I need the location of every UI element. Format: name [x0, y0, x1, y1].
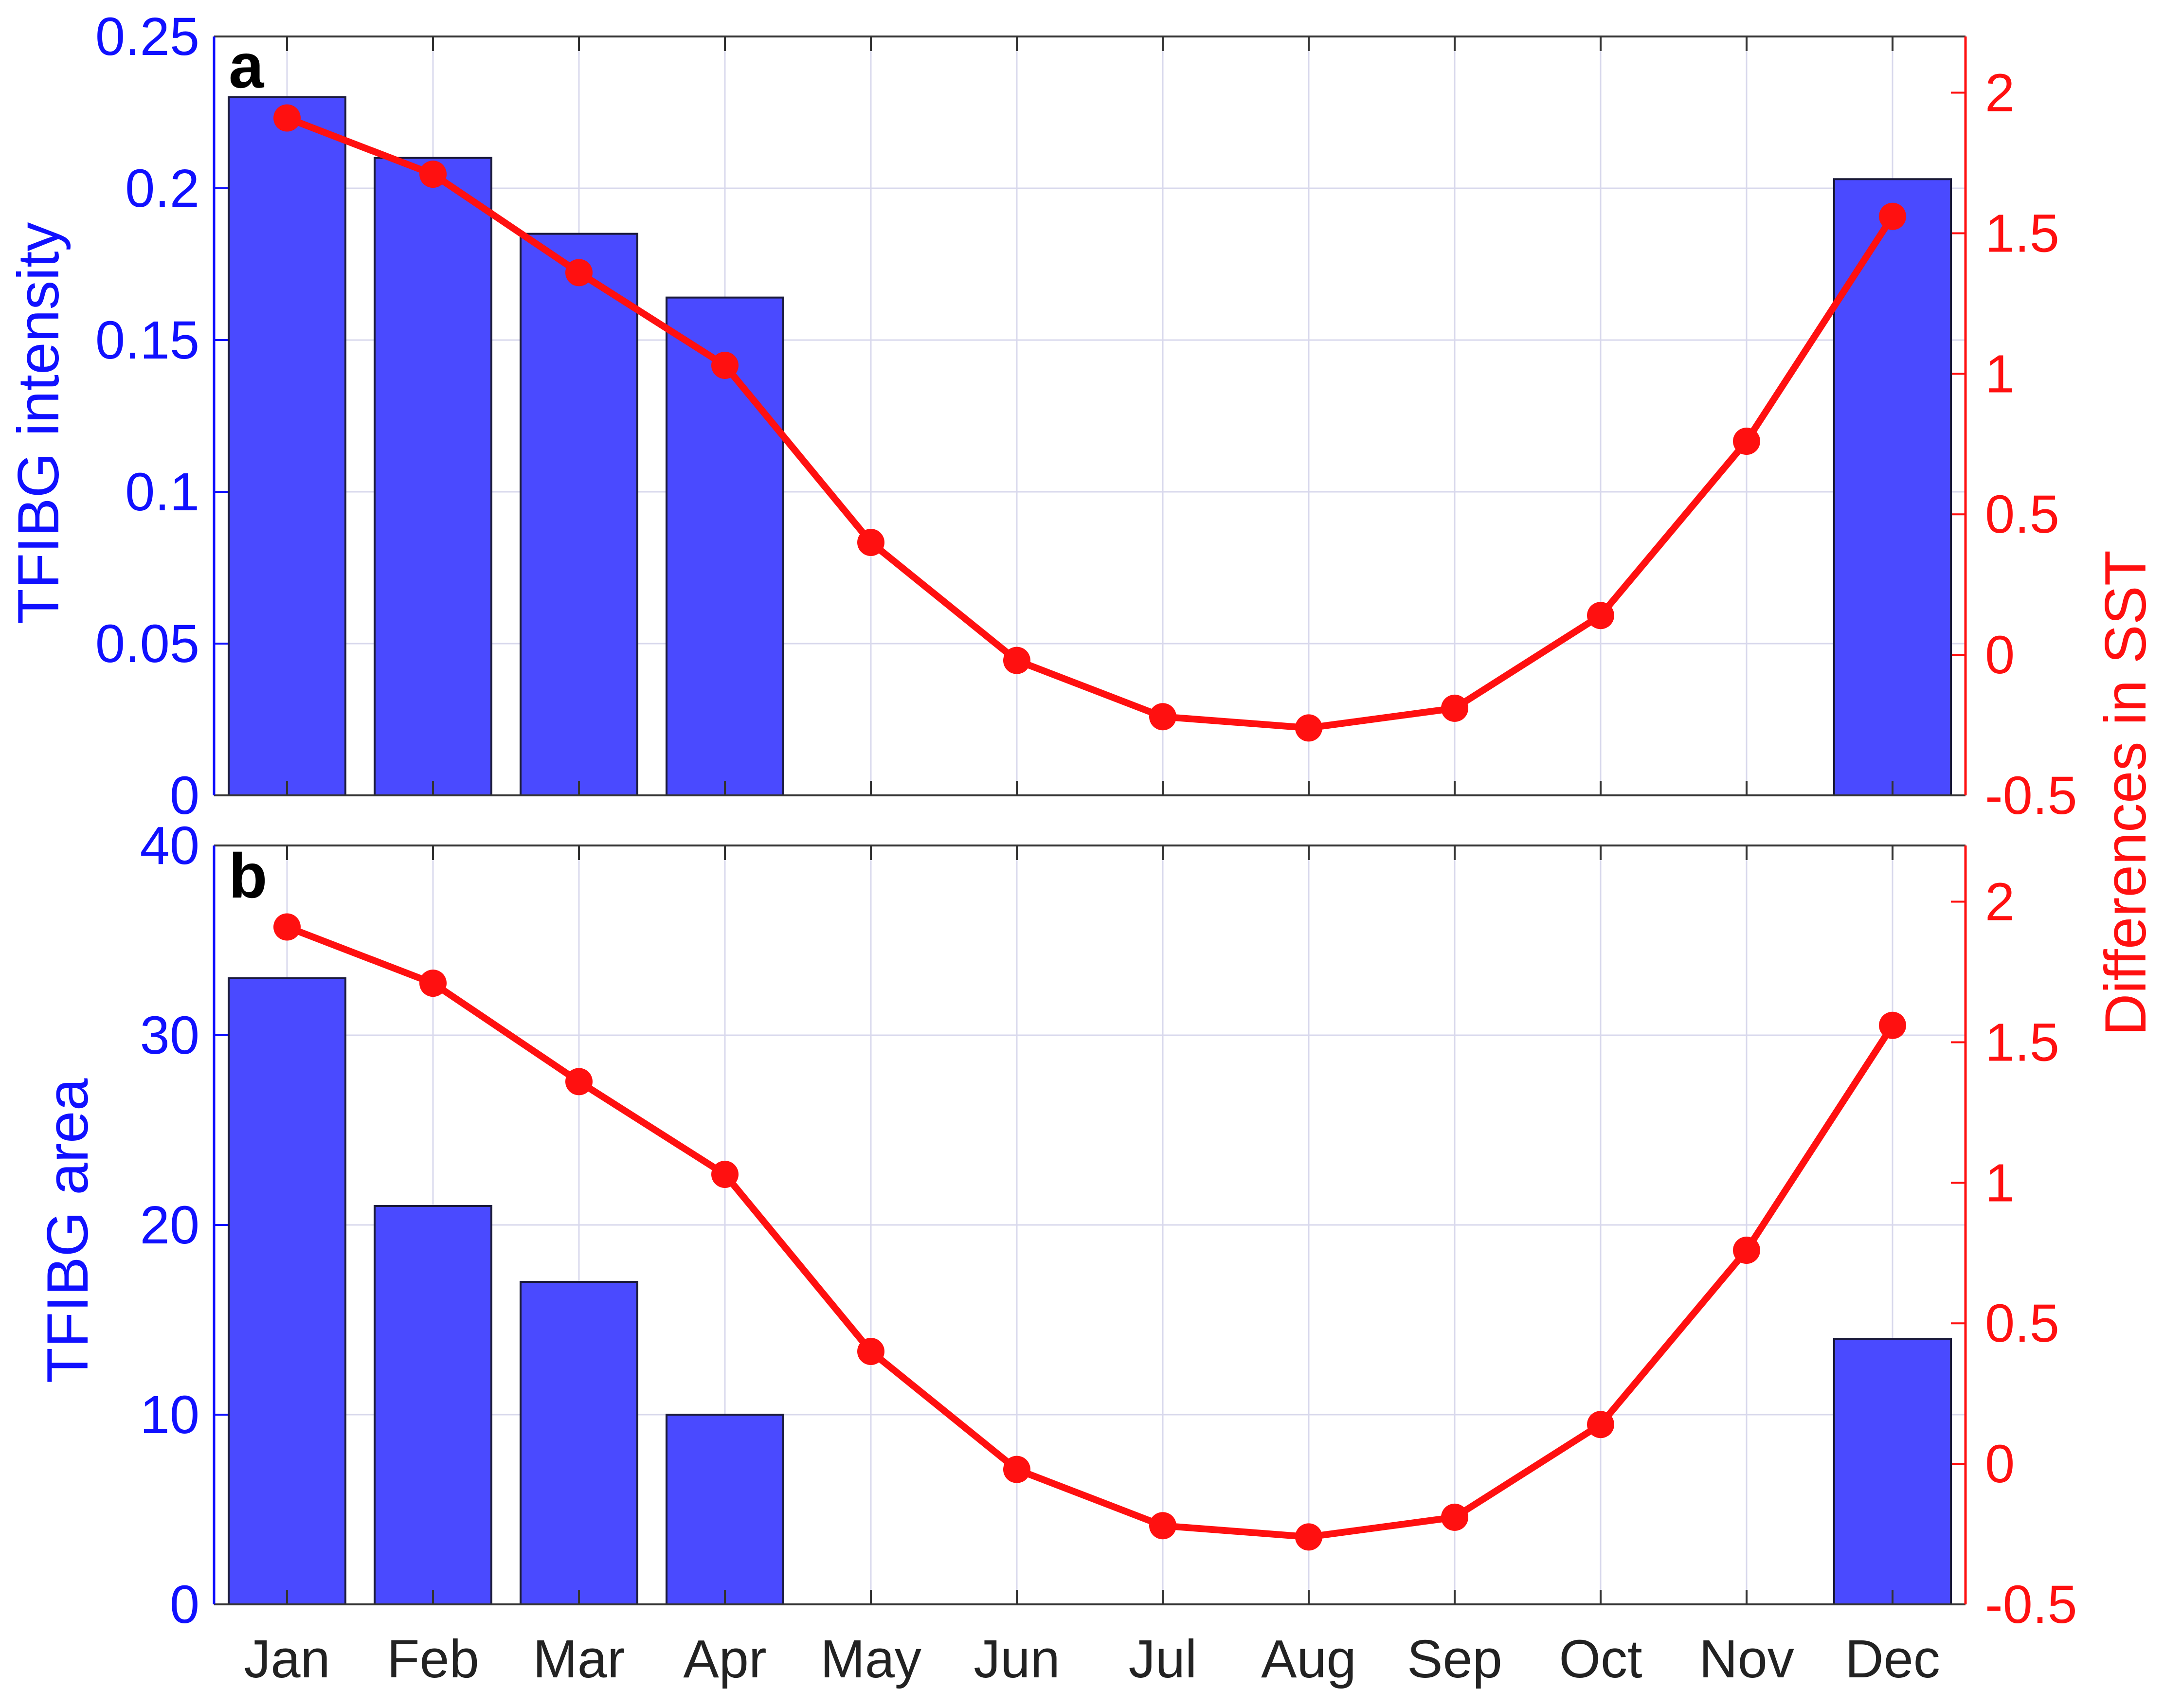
- panel-b-sst-point-jun: [1003, 1456, 1030, 1483]
- panel-a-ylabel: TFIBG intensity: [6, 222, 71, 625]
- panel-a-right-tick-label: 2: [1985, 63, 2015, 123]
- panel-b-right-tick-label: 1.5: [1985, 1012, 2059, 1072]
- panel-b-right-tick-label: 0.5: [1985, 1294, 2059, 1353]
- panel-b-left-tick-label: 30: [140, 1006, 199, 1065]
- panel-b-sst-point-may: [857, 1338, 884, 1365]
- panel-b-right-tick-label: 2: [1985, 872, 2015, 932]
- panel-a: 0 0.05 0.1 0.15 0.2 0.25 -0.5 0 0.5 1 1.5 2: [95, 7, 2077, 826]
- panel-b-bar-dec: [1833, 1338, 1952, 1605]
- panel-a-sst-point-nov: [1733, 428, 1760, 455]
- x-tick-label-jul: Jul: [1129, 1629, 1197, 1689]
- panel-a-left-tick-label: 0.1: [125, 462, 199, 522]
- panel-a-sst-point-jan: [273, 104, 301, 132]
- panel-b: 0 10 20 30 40 -0.5 0 0.5 1 1.5 2 Jan Feb Mar Apr May Jun…: [140, 816, 2077, 1689]
- panel-a-bar-jan: [228, 96, 346, 796]
- panel-a-sst-point-jul: [1149, 703, 1176, 731]
- panel-b-right-tick-label: 0: [1985, 1434, 2015, 1494]
- panel-a-bar-apr: [666, 296, 784, 796]
- panel-a-bar-mar: [520, 233, 638, 797]
- panel-b-sst-point-jan: [273, 913, 301, 941]
- panel-b-sst-point-aug: [1295, 1523, 1322, 1551]
- panel-a-sst-point-dec: [1879, 202, 1906, 230]
- panel-b-letter: b: [229, 840, 267, 911]
- panel-b-left-tick-label: 0: [170, 1575, 199, 1635]
- x-tick-label-may: May: [820, 1629, 921, 1689]
- x-tick-label-mar: Mar: [533, 1629, 625, 1689]
- panel-b-bar-apr: [666, 1414, 784, 1605]
- panel-b-left-tick-label: 40: [140, 816, 199, 876]
- panel-a-right-tick-label: -0.5: [1985, 766, 2077, 826]
- panel-a-letter: a: [229, 30, 265, 101]
- panel-b-sst-point-mar: [565, 1068, 593, 1096]
- panel-b-bar-mar: [520, 1281, 638, 1605]
- panel-a-sst-point-jun: [1003, 647, 1030, 674]
- x-tick-label-sep: Sep: [1407, 1629, 1502, 1689]
- panel-a-right-tick-label: 0.5: [1985, 485, 2059, 544]
- x-tick-label-aug: Aug: [1261, 1629, 1356, 1689]
- panel-a-sst-point-sep: [1441, 694, 1468, 722]
- panel-a-sst-point-aug: [1295, 714, 1322, 742]
- panel-a-sst-point-apr: [711, 352, 739, 379]
- panel-a-left-tick-label: 0: [170, 766, 199, 826]
- panel-a-left-tick-label: 0.2: [125, 159, 199, 218]
- x-tick-label-feb: Feb: [387, 1629, 479, 1689]
- panel-b-sst-line: [286, 924, 1895, 1541]
- x-tick-label-jan: Jan: [244, 1629, 330, 1689]
- panel-b-sst-point-sep: [1441, 1503, 1468, 1531]
- panel-b-ylabel: TFIBG area: [35, 1078, 100, 1383]
- panel-b-bar-jan: [228, 977, 346, 1605]
- x-tick-label-apr: Apr: [683, 1629, 766, 1689]
- panel-a-left-tick-label: 0.15: [95, 310, 199, 370]
- panel-a-right-tick-label: 0: [1985, 625, 2015, 685]
- panel-a-sst-line: [286, 115, 1895, 732]
- panel-a-right-tick-label: 1: [1985, 344, 2015, 404]
- panel-b-sst-point-feb: [419, 970, 447, 997]
- x-tick-label-oct: Oct: [1559, 1629, 1642, 1689]
- panel-b-sst-point-dec: [1879, 1011, 1906, 1039]
- x-tick-label-nov: Nov: [1699, 1629, 1794, 1689]
- panel-b-right-tick-label: 1: [1985, 1153, 2015, 1213]
- panel-a-bar-dec: [1833, 178, 1952, 796]
- panel-a-left-tick-label: 0.05: [95, 614, 199, 674]
- panel-b-bar-feb: [374, 1205, 492, 1605]
- panel-b-right-tick-label: -0.5: [1985, 1575, 2077, 1635]
- panel-a-sst-point-feb: [419, 161, 447, 188]
- panel-b-sst-point-apr: [711, 1161, 739, 1188]
- panel-a-bar-feb: [374, 157, 492, 797]
- x-tick-label-jun: Jun: [974, 1629, 1060, 1689]
- panel-a-sst-point-may: [857, 529, 884, 556]
- panel-a-right-tick-label: 1.5: [1985, 203, 2059, 263]
- right-ylabel: Differences in SST: [2093, 550, 2158, 1036]
- panel-a-sst-point-oct: [1587, 602, 1614, 629]
- panel-b-sst-point-nov: [1733, 1237, 1760, 1264]
- x-tick-label-dec: Dec: [1845, 1629, 1940, 1689]
- panel-b-left-tick-label: 20: [140, 1195, 199, 1255]
- panel-b-left-tick-label: 10: [140, 1385, 199, 1445]
- panel-a-sst-point-mar: [565, 259, 593, 287]
- panel-b-sst-point-jul: [1149, 1512, 1176, 1540]
- panel-b-sst-point-oct: [1587, 1411, 1614, 1438]
- panel-a-left-tick-label: 0.25: [95, 7, 199, 67]
